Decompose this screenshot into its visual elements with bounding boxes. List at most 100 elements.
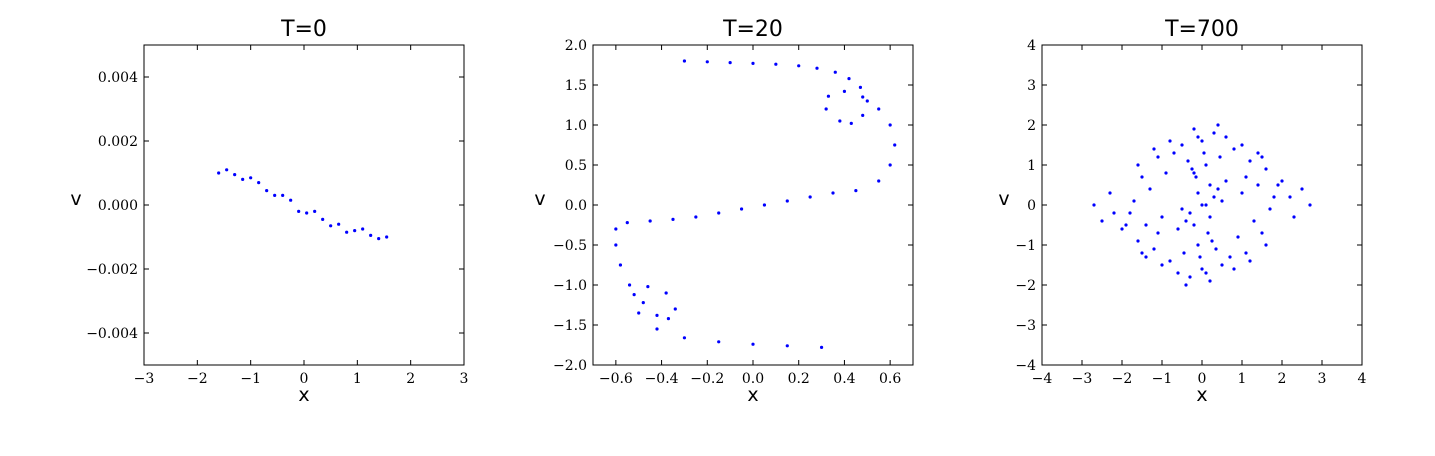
data-point — [819, 345, 824, 349]
data-point — [1176, 227, 1180, 231]
data-point — [1168, 259, 1172, 263]
x-tick-label: 2 — [406, 371, 415, 387]
data-point — [648, 219, 652, 223]
x-tick-label: −1 — [1152, 371, 1173, 387]
data-point — [641, 301, 645, 305]
plot-frame — [1041, 44, 1363, 366]
data-point — [785, 199, 789, 203]
data-point — [1204, 203, 1208, 207]
data-point — [808, 195, 812, 199]
y-tick-label: −2.0 — [553, 358, 587, 374]
data-point — [671, 217, 675, 221]
x-tick-label: −2 — [187, 371, 208, 387]
data-point — [1308, 203, 1312, 207]
data-point — [1092, 203, 1096, 207]
data-point — [1248, 259, 1252, 263]
y-tick-label: 0.5 — [565, 158, 587, 174]
tick-marks — [593, 44, 913, 366]
data-point — [1218, 155, 1222, 159]
data-point — [893, 143, 897, 147]
data-point — [1208, 183, 1212, 187]
y-tick-label: −1.5 — [553, 318, 587, 334]
data-point — [751, 342, 755, 346]
x-tick-label: −0.2 — [690, 371, 724, 387]
data-point — [385, 235, 389, 239]
data-point — [618, 263, 623, 267]
data-point — [1180, 207, 1184, 211]
data-point — [646, 285, 650, 289]
data-point — [1108, 191, 1112, 195]
y-tick-label: 4 — [1027, 38, 1036, 54]
data-point — [655, 327, 659, 331]
data-point — [625, 221, 629, 225]
data-point — [1212, 131, 1216, 135]
data-point — [1182, 251, 1186, 255]
data-point — [1208, 279, 1212, 283]
data-point — [1240, 191, 1244, 195]
data-point — [854, 189, 858, 193]
y-tick-label: 0.000 — [98, 198, 138, 214]
data-point — [664, 291, 668, 295]
data-point — [1260, 155, 1264, 159]
data-point — [1256, 183, 1260, 187]
x-tick-label: 3 — [460, 371, 469, 387]
data-points — [614, 59, 897, 349]
x-tick-label: 1 — [1238, 371, 1247, 387]
data-point — [1144, 223, 1148, 227]
data-point — [632, 293, 636, 297]
data-point — [627, 283, 632, 287]
plot-frame — [592, 44, 914, 366]
x-tick-label: −0.4 — [645, 371, 679, 387]
chart-title: T=20 — [722, 17, 783, 42]
data-point — [273, 193, 277, 197]
y-tick-label: 1.0 — [565, 118, 587, 134]
y-axis-label: v — [70, 188, 81, 210]
panel-t700: T=700 x v −4 −3 −2 −1 0 1 2 3 4 −4 −3 −2 −1 0 1 2 3 4 — [998, 17, 1366, 406]
data-point — [865, 99, 869, 103]
data-point — [826, 94, 831, 98]
data-point — [1196, 135, 1200, 139]
x-tick-label: −2 — [1112, 371, 1133, 387]
x-tick-label: −4 — [1032, 371, 1053, 387]
data-point — [1156, 155, 1160, 159]
data-point — [682, 59, 687, 63]
data-point — [717, 340, 721, 344]
data-point — [313, 209, 317, 213]
y-tick-label: −1 — [1015, 238, 1036, 254]
data-points — [1092, 123, 1312, 287]
data-point — [1200, 267, 1204, 271]
data-point — [281, 193, 285, 197]
data-point — [1152, 147, 1156, 151]
data-point — [838, 119, 842, 123]
data-point — [1120, 227, 1124, 231]
data-point — [1184, 283, 1188, 287]
x-tick-label: 0.2 — [788, 371, 810, 387]
data-point — [849, 121, 853, 125]
data-point — [361, 227, 365, 231]
data-point — [1220, 263, 1224, 267]
data-point — [217, 171, 221, 175]
data-point — [265, 189, 269, 193]
x-tick-label: 0.0 — [742, 371, 764, 387]
data-point — [1136, 239, 1140, 243]
data-point — [1256, 151, 1260, 155]
data-point — [1300, 187, 1304, 191]
y-tick-label: −2 — [1015, 278, 1036, 294]
data-point — [1244, 175, 1248, 179]
data-point — [1224, 179, 1228, 183]
y-tick-label: −0.002 — [86, 262, 138, 278]
y-tick-label: −1.0 — [553, 278, 587, 294]
data-point — [842, 89, 847, 93]
data-point — [1186, 159, 1190, 163]
data-point — [289, 198, 293, 202]
y-tick-label: 0 — [1027, 198, 1036, 214]
data-point — [1198, 255, 1202, 259]
data-point — [1292, 215, 1296, 219]
data-point — [682, 336, 687, 340]
data-point — [888, 163, 892, 167]
data-point — [1100, 219, 1104, 223]
y-tick-label: −3 — [1015, 318, 1036, 334]
data-point — [1204, 271, 1208, 275]
x-tick-label: −0.6 — [599, 371, 633, 387]
